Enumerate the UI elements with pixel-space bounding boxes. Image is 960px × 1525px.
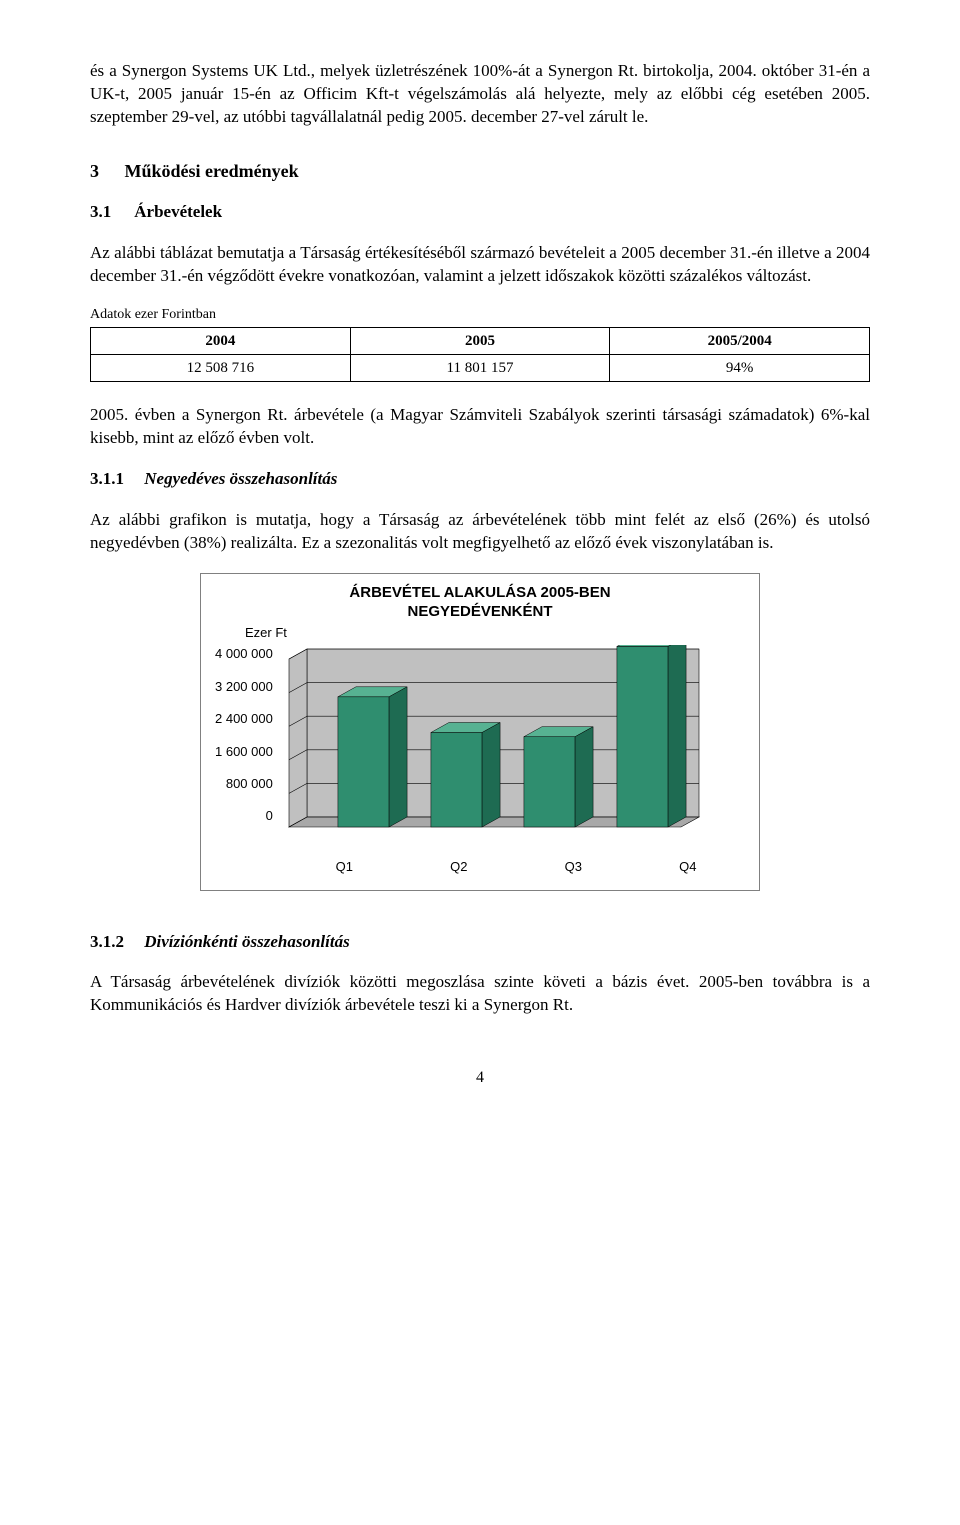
col-header-ratio: 2005/2004	[610, 327, 870, 354]
subsub-title: Negyedéves összehasonlítás	[144, 469, 337, 488]
ytick-2400000: 2 400 000	[215, 710, 273, 728]
paragraph-division: A Társaság árbevételének divíziók között…	[90, 971, 870, 1017]
y-axis-labels: 4 000 000 3 200 000 2 400 000 1 600 000 …	[215, 645, 279, 825]
section-title: Működési eredmények	[125, 161, 299, 181]
quarterly-revenue-chart: ÁRBEVÉTEL ALAKULÁSA 2005-BEN NEGYEDÉVENK…	[200, 573, 760, 891]
chart-title: ÁRBEVÉTEL ALAKULÁSA 2005-BEN NEGYEDÉVENK…	[215, 584, 745, 622]
ytick-0: 0	[266, 807, 273, 825]
col-header-2004: 2004	[91, 327, 351, 354]
col-header-2005: 2005	[350, 327, 610, 354]
xtick-q3: Q3	[516, 858, 631, 876]
xtick-q1: Q1	[287, 858, 402, 876]
ytick-3200000: 3 200 000	[215, 678, 273, 696]
subsub-number: 3.1.1	[90, 468, 140, 491]
subsub-title-312: Divíziónkénti összehasonlítás	[144, 932, 349, 951]
ytick-1600000: 1 600 000	[215, 743, 273, 761]
paragraph-revenue-summary: 2005. évben a Synergon Rt. árbevétele (a…	[90, 404, 870, 450]
ytick-800000: 800 000	[226, 775, 273, 793]
ytick-4000000: 4 000 000	[215, 645, 273, 663]
subsection-title: Árbevételek	[134, 202, 222, 221]
revenue-table: 2004 2005 2005/2004 12 508 716 11 801 15…	[90, 327, 870, 383]
chart-svg	[279, 645, 709, 845]
table-row: 12 508 716 11 801 157 94%	[91, 355, 870, 382]
paragraph-intro: és a Synergon Systems UK Ltd., melyek üz…	[90, 60, 870, 129]
cell-2005: 11 801 157	[350, 355, 610, 382]
heading-section-3-1-2: 3.1.2 Divíziónkénti összehasonlítás	[90, 931, 870, 954]
xtick-q2: Q2	[402, 858, 517, 876]
heading-section-3-1: 3.1 Árbevételek	[90, 201, 870, 224]
page-number: 4	[90, 1067, 870, 1089]
table-caption: Adatok ezer Forintban	[90, 306, 870, 325]
xtick-q4: Q4	[631, 858, 746, 876]
subsection-number: 3.1	[90, 201, 130, 224]
paragraph-chart-intro: Az alábbi grafikon is mutatja, hogy a Tá…	[90, 509, 870, 555]
x-axis-labels: Q1 Q2 Q3 Q4	[287, 858, 745, 876]
chart-unit-label: Ezer Ft	[245, 624, 745, 642]
section-number: 3	[90, 159, 120, 183]
cell-ratio: 94%	[610, 355, 870, 382]
chart-title-line1: ÁRBEVÉTEL ALAKULÁSA 2005-BEN	[349, 584, 610, 601]
heading-section-3-1-1: 3.1.1 Negyedéves összehasonlítás	[90, 468, 870, 491]
heading-section-3: 3 Működési eredmények	[90, 159, 870, 183]
cell-2004: 12 508 716	[91, 355, 351, 382]
paragraph-table-intro: Az alábbi táblázat bemutatja a Társaság …	[90, 242, 870, 288]
chart-title-line2: NEGYEDÉVENKÉNT	[407, 603, 552, 620]
subsub-number-312: 3.1.2	[90, 931, 140, 954]
